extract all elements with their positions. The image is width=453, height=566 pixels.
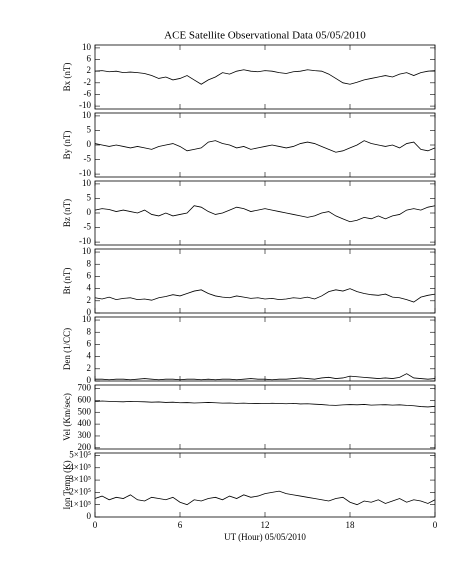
y-tick-label: 4 [87,283,92,293]
y-tick-label: 10 [82,42,92,52]
y-tick-label: 400 [78,418,92,428]
panel-frame [94,384,436,450]
chart-title: ACE Satellite Observational Data 05/05/2… [164,30,366,42]
y-tick-label: 5×10⁵ [69,450,91,460]
x-tick-label: 0 [433,520,438,530]
y-tick-label: 300 [78,430,92,440]
y-tick-label: 3×10⁵ [69,474,91,484]
y-tick-label: -10 [79,100,91,110]
y-tick-label: 8 [87,326,92,336]
y-tick-label: 700 [78,383,92,393]
y-axis-label: Bt (nT) [62,268,72,295]
y-tick-label: 600 [78,394,92,404]
x-tick-label: 0 [93,520,98,530]
y-tick-label: 2 [87,65,92,75]
y-tick-label: 0 [87,375,92,385]
data-line [94,205,436,223]
y-tick-label: 500 [78,406,92,416]
data-line [95,373,436,381]
y-tick-label: 2 [87,363,92,373]
panel-frame [94,452,436,518]
panel-frame [94,248,436,314]
panel-frame [94,112,436,178]
data-line [94,400,436,408]
y-tick-label: 8 [87,258,92,268]
y-tick-label: 5 [87,193,92,203]
y-tick-label: 200 [78,442,92,452]
x-tick-label: 12 [261,520,270,530]
y-tick-label: 6 [87,54,92,64]
y-tick-label: 4×10⁵ [69,462,91,472]
y-tick-label: 10 [82,110,92,120]
y-tick-label: 10 [82,314,92,324]
x-tick-label: 6 [178,520,183,530]
y-tick-label: 6 [87,270,92,280]
y-tick-label: 2 [87,295,92,305]
y-tick-label: -5 [84,222,92,232]
y-axis-label: Bx (nT) [62,63,72,92]
y-tick-label: -5 [84,154,92,164]
y-tick-label: -6 [84,89,92,99]
y-tick-label: 10 [82,246,92,256]
data-line [94,140,436,153]
y-tick-label: 0 [87,139,92,149]
y-tick-label: 1×10⁵ [69,499,91,509]
y-axis-label: Den (1/CC) [62,328,72,370]
y-tick-label: 0 [87,511,92,521]
x-tick-label: 18 [346,520,356,530]
y-tick-label: 0 [87,207,92,217]
y-tick-label: 6 [87,338,92,348]
data-line [94,490,436,506]
y-tick-label: -10 [79,168,91,178]
data-line [94,288,436,303]
x-axis-label: UT (Hour) 05/05/2010 [224,532,306,542]
y-tick-label: 10 [82,178,92,188]
y-tick-label: 2×10⁵ [69,486,91,496]
panel-frame [94,180,436,246]
y-tick-label: 0 [87,307,92,317]
y-axis-label: Ion Temp (K) [62,460,72,509]
data-line [94,69,436,85]
y-tick-label: -10 [79,236,91,246]
y-axis-label: Bz (nT) [62,199,72,227]
y-tick-label: 4 [87,351,92,361]
y-tick-label: -2 [84,77,92,87]
panel-frame [94,44,436,110]
y-axis-label: Vel (Km/sec) [62,393,72,441]
y-axis-label: By (nT) [62,131,72,160]
y-tick-label: 5 [87,125,92,135]
panel-frame [94,316,436,382]
